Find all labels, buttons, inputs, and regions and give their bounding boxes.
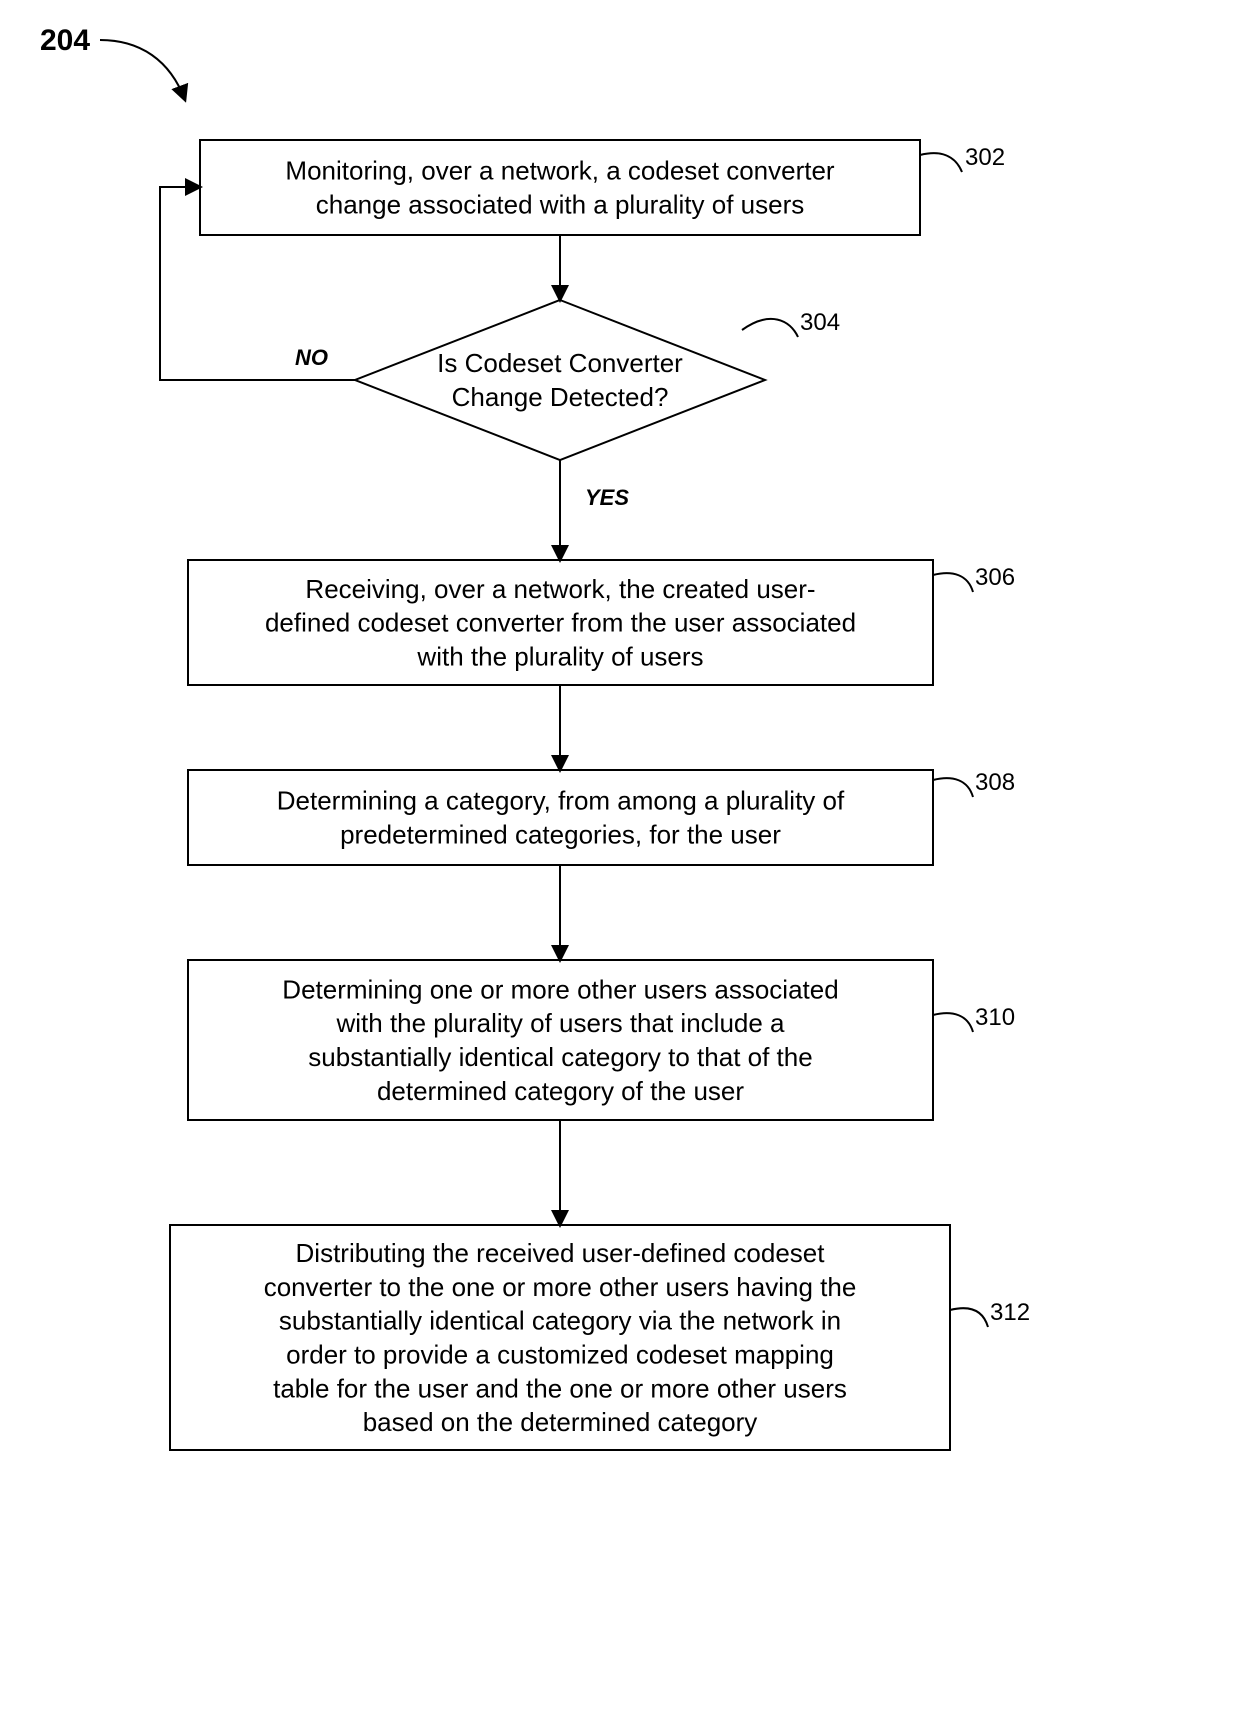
node-text: Monitoring, over a network, a codeset co… [285,156,835,186]
node-text: order to provide a customized codeset ma… [286,1340,834,1370]
node-text: substantially identical category to that… [308,1042,812,1072]
flow-node-306: Receiving, over a network, the created u… [188,560,933,685]
node-text: determined category of the user [377,1076,744,1106]
flow-node-302: Monitoring, over a network, a codeset co… [200,140,920,235]
node-text: based on the determined category [363,1407,758,1437]
ref-connector-308 [933,778,973,797]
node-text: change associated with a plurality of us… [316,190,805,220]
ref-connector-304 [742,319,798,337]
node-text: converter to the one or more other users… [264,1272,857,1302]
flow-node-304: Is Codeset Converter Change Detected? [355,300,765,460]
node-text: defined codeset converter from the user … [265,608,856,638]
node-text: Determining one or more other users asso… [282,974,838,1004]
ref-label-302: 302 [965,144,1005,171]
ref-label-304: 304 [800,309,840,336]
figure-pointer [100,40,185,100]
flow-node-310: Determining one or more other users asso… [188,960,933,1120]
node-text: table for the user and the one or more o… [273,1373,847,1403]
flow-node-312: Distributing the received user-defined c… [170,1225,950,1450]
ref-label-306: 306 [975,564,1015,591]
node-text: Determining a category, from among a plu… [277,786,845,816]
node-text: Change Detected? [452,382,669,412]
node-text: predetermined categories, for the user [340,820,781,850]
node-text: with the plurality of users [416,641,703,671]
ref-connector-302 [920,153,962,172]
ref-connector-310 [933,1013,973,1032]
node-text: with the plurality of users that include… [335,1008,785,1038]
node-text: Distributing the received user-defined c… [296,1238,826,1268]
ref-connector-312 [950,1308,988,1327]
flowchart-canvas: 204 Monitoring, over a network, a codeset… [0,0,1240,1729]
branch-label: NO [295,345,328,370]
flow-node-308: Determining a category, from among a plu… [188,770,933,865]
ref-connector-306 [933,573,973,592]
figure-number: 204 [40,24,90,57]
ref-label-308: 308 [975,769,1015,796]
branch-label: YES [585,485,629,510]
node-text: Receiving, over a network, the created u… [305,574,815,604]
node-text: substantially identical category via the… [279,1306,841,1336]
ref-label-312: 312 [990,1299,1030,1326]
ref-label-310: 310 [975,1004,1015,1031]
node-text: Is Codeset Converter [437,348,683,378]
